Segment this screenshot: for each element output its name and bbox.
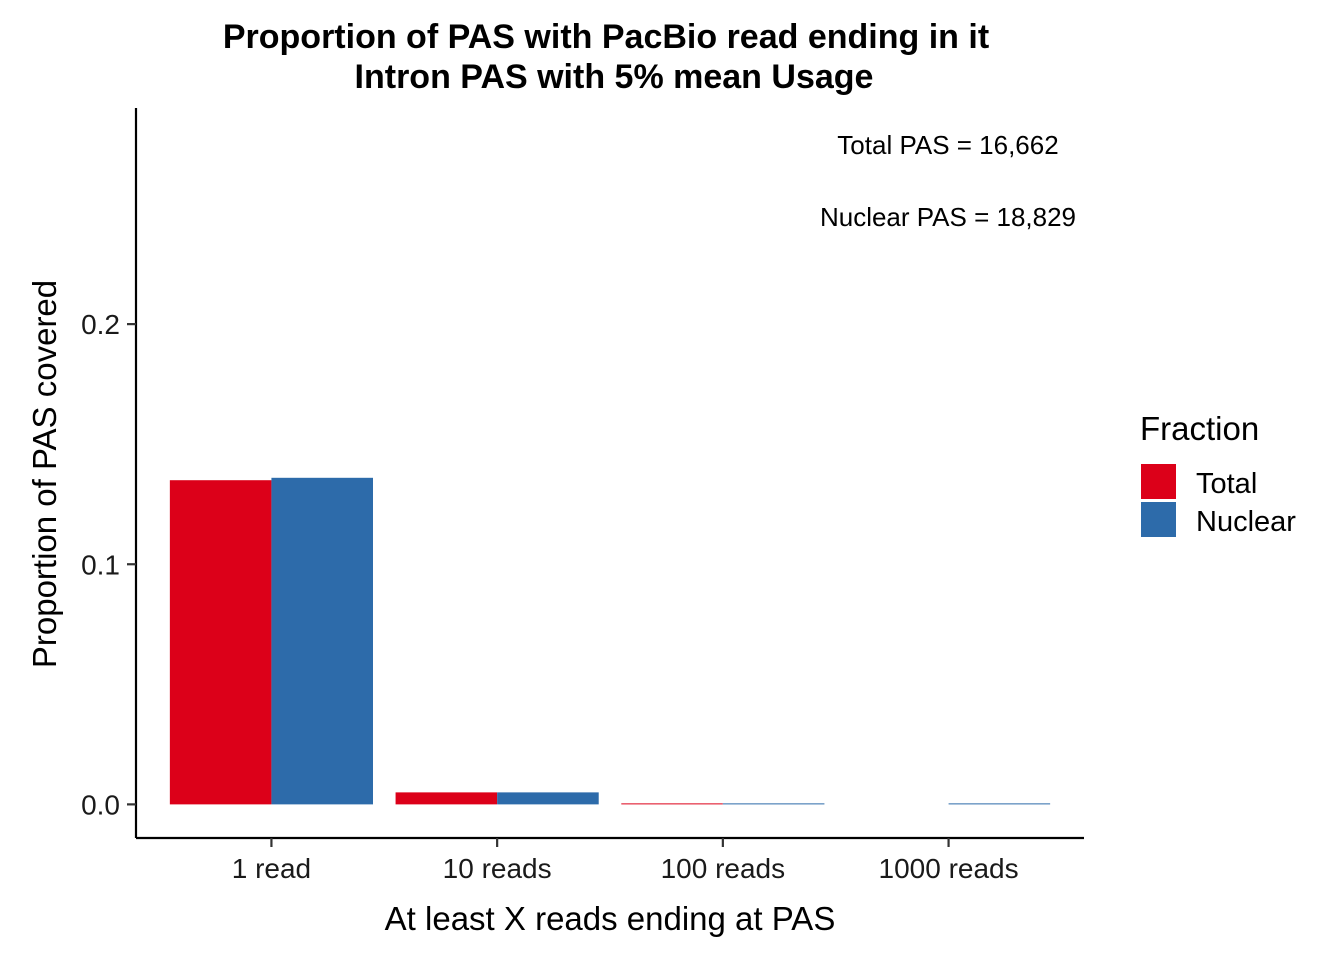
bar-total-100-reads — [621, 803, 723, 805]
bar-nuclear-100-reads — [722, 803, 825, 805]
x-axis-ticks: 1 read 10 reads 100 reads 1000 reads — [232, 838, 1019, 884]
legend-swatch-total — [1141, 464, 1176, 499]
legend-label-total: Total — [1196, 468, 1257, 500]
bars-layer — [169, 477, 1051, 805]
x-tick-label: 1 read — [232, 853, 311, 884]
annotation-nuclear-pas: Nuclear PAS = 18,829 — [820, 202, 1076, 232]
x-axis-title: At least X reads ending at PAS — [385, 900, 836, 937]
y-axis-ticks: 0.0 0.1 0.2 — [81, 309, 136, 820]
annotation-total-pas: Total PAS = 16,662 — [837, 130, 1058, 160]
chart-title: Proportion of PAS with PacBio read endin… — [223, 18, 989, 56]
chart-subtitle: Intron PAS with 5% mean Usage — [355, 58, 874, 96]
y-tick-label: 0.0 — [81, 789, 120, 820]
y-tick-label: 0.2 — [81, 309, 120, 340]
bar-total-1-read — [169, 480, 272, 805]
x-tick-label: 10 reads — [443, 853, 552, 884]
x-tick-label: 1000 reads — [879, 853, 1019, 884]
y-tick-label: 0.1 — [81, 549, 120, 580]
legend: Fraction Total Nuclear — [1140, 410, 1296, 538]
y-axis-title: Proportion of PAS covered — [26, 280, 63, 668]
bar-total-10-reads — [395, 792, 498, 805]
bar-nuclear-1000-reads — [948, 803, 1051, 805]
bar-nuclear-1-read — [271, 477, 373, 805]
legend-label-nuclear: Nuclear — [1196, 506, 1296, 538]
bar-nuclear-10-reads — [497, 792, 599, 805]
annotations-layer: Total PAS = 16,662 Nuclear PAS = 18,829 — [820, 130, 1076, 232]
legend-swatch-nuclear — [1141, 502, 1176, 537]
legend-title: Fraction — [1140, 410, 1259, 447]
x-tick-label: 100 reads — [661, 853, 786, 884]
